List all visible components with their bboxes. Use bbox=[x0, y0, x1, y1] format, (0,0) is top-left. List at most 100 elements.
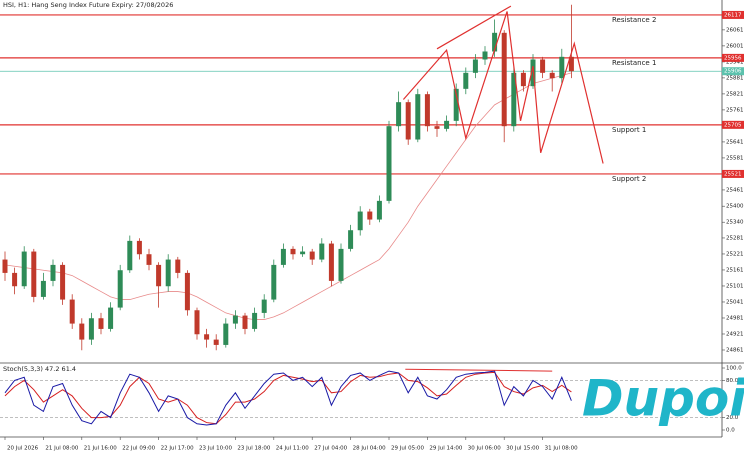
candle-body bbox=[184, 272, 190, 311]
candle-body bbox=[204, 334, 210, 340]
candle-body bbox=[69, 299, 75, 324]
candle-body bbox=[60, 264, 66, 300]
stoch-tick-label: 0.0 bbox=[726, 428, 735, 434]
y-tick-label: 25461 bbox=[726, 187, 744, 193]
x-tick-label: 20 Jul 2026 bbox=[7, 446, 39, 452]
level-box bbox=[722, 53, 744, 62]
y-tick-label: 25161 bbox=[726, 267, 744, 273]
stochastic-label: Stoch(5,3,3) 47.2 61.4 bbox=[3, 365, 76, 373]
x-tick-label: 27 Jul 04:00 bbox=[314, 446, 347, 452]
candle-body bbox=[328, 243, 334, 281]
y-tick-label: 25400 bbox=[726, 204, 744, 210]
y-tick-label: 25340 bbox=[726, 220, 744, 226]
x-tick-label: 22 Jul 17:00 bbox=[161, 446, 194, 452]
candle-body bbox=[319, 243, 325, 260]
y-tick-label: 26061 bbox=[726, 27, 744, 33]
candle-body bbox=[252, 312, 258, 329]
candle-body bbox=[271, 264, 277, 300]
candle-body bbox=[424, 94, 430, 127]
candle-body bbox=[396, 102, 402, 127]
candle-body bbox=[136, 240, 142, 255]
candle-body bbox=[482, 51, 488, 60]
level-name: Resistance 1 bbox=[612, 59, 656, 67]
y-tick-label: 25581 bbox=[726, 155, 744, 161]
candle-body bbox=[261, 299, 267, 313]
y-tick-label: 24981 bbox=[726, 315, 744, 321]
candle-body bbox=[338, 248, 344, 281]
level-value: 25956 bbox=[724, 55, 742, 61]
x-tick-label: 30 Jul 06:00 bbox=[468, 446, 501, 452]
stoch-tick-label: 100.0 bbox=[726, 366, 742, 372]
candle-body bbox=[348, 230, 354, 249]
candle-body bbox=[117, 270, 123, 308]
candle-body bbox=[88, 318, 94, 340]
stoch-trend-line bbox=[405, 368, 553, 372]
candle-body bbox=[31, 251, 37, 297]
candle-body bbox=[376, 200, 382, 220]
candle-body bbox=[520, 72, 526, 87]
candle-body bbox=[175, 259, 181, 273]
level-box bbox=[722, 10, 744, 19]
y-tick-label: 25281 bbox=[726, 235, 744, 241]
x-tick-label: 23 Jul 10:00 bbox=[199, 446, 232, 452]
x-tick-label: 29 Jul 05:00 bbox=[391, 446, 424, 452]
stoch-k bbox=[4, 370, 572, 426]
x-tick-label: 30 Jul 15:00 bbox=[506, 446, 539, 452]
price-box bbox=[722, 67, 744, 76]
candle-body bbox=[146, 254, 152, 265]
candle-body bbox=[357, 211, 363, 231]
x-tick-label: 29 Jul 14:00 bbox=[429, 446, 462, 452]
y-tick-label: 25821 bbox=[726, 91, 744, 97]
candle-body bbox=[501, 32, 507, 127]
level-box bbox=[722, 120, 744, 129]
level-value: 25705 bbox=[724, 122, 742, 128]
candle-body bbox=[434, 126, 440, 129]
candle-body bbox=[511, 72, 517, 127]
candle-body bbox=[492, 32, 498, 52]
candle-body bbox=[559, 56, 565, 79]
y-tick-label: 26001 bbox=[726, 43, 744, 49]
trend-line bbox=[436, 5, 512, 50]
candle-body bbox=[12, 272, 18, 287]
pattern-line bbox=[402, 11, 604, 164]
candle-body bbox=[165, 259, 171, 287]
candle-body bbox=[40, 280, 46, 297]
y-tick-label: 24861 bbox=[726, 347, 744, 353]
level-value: 26117 bbox=[724, 12, 742, 18]
candle-body bbox=[549, 72, 555, 79]
candle-body bbox=[242, 315, 248, 329]
candle-body bbox=[405, 102, 411, 140]
candle-body bbox=[280, 248, 286, 265]
y-tick-label: 25221 bbox=[726, 251, 744, 257]
candle-body bbox=[386, 126, 392, 201]
candle-body bbox=[568, 56, 574, 72]
y-tick-label: 24921 bbox=[726, 331, 744, 337]
level-value: 25521 bbox=[724, 171, 742, 177]
candle-body bbox=[444, 120, 450, 129]
candle-body bbox=[463, 72, 469, 89]
x-tick-label: 21 Jul 16:00 bbox=[84, 446, 117, 452]
y-tick-label: 25101 bbox=[726, 283, 744, 289]
y-tick-label: 25641 bbox=[726, 139, 744, 145]
x-tick-label: 21 Jul 08:00 bbox=[45, 446, 78, 452]
y-tick-label: 25941 bbox=[726, 59, 744, 65]
candle-body bbox=[232, 315, 238, 324]
candle-body bbox=[453, 88, 459, 121]
candle-body bbox=[127, 240, 133, 271]
y-tick-label: 25881 bbox=[726, 75, 744, 81]
level-box bbox=[722, 169, 744, 178]
candle-body bbox=[223, 323, 229, 345]
candle-body bbox=[415, 94, 421, 140]
candle-body bbox=[213, 339, 219, 345]
candle-body bbox=[290, 248, 296, 255]
candle-body bbox=[472, 59, 478, 73]
candle-body bbox=[21, 251, 27, 287]
x-tick-label: 31 Jul 08:00 bbox=[545, 446, 578, 452]
candle-body bbox=[300, 251, 306, 255]
moving-average bbox=[4, 72, 572, 320]
x-tick-label: 22 Jul 09:00 bbox=[122, 446, 155, 452]
level-name: Support 1 bbox=[612, 126, 646, 134]
candle-body bbox=[2, 259, 8, 273]
x-tick-label: 23 Jul 18:00 bbox=[237, 446, 270, 452]
